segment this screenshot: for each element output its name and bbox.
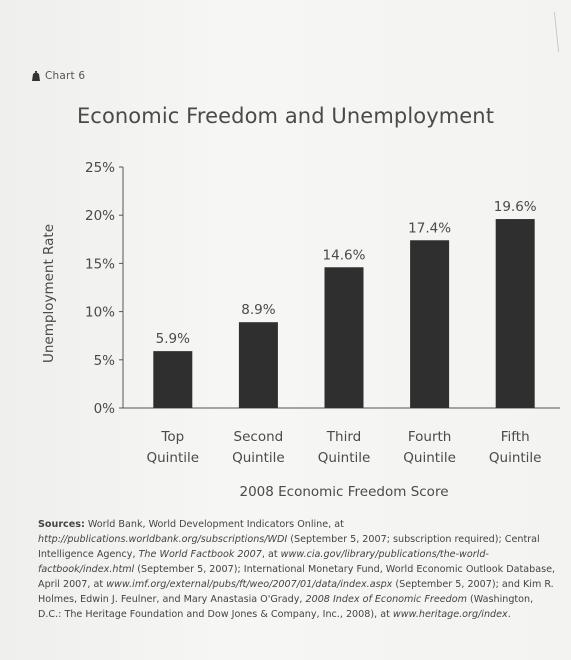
sources-text-6: (Washington, D.C.: The Heritage Foundati…	[38, 594, 534, 620]
labels: 5.9% Top Quintile 8.9% Second Quintile 14.6% Th…	[147, 199, 542, 466]
y-axis-label: Unemployment Rate	[41, 224, 57, 363]
x-axis-label: 2008 Economic Freedom Score	[239, 484, 448, 500]
sources-text-4: (September 5, 2007); International Monet…	[38, 564, 556, 590]
sources-text-2: (September 5, 2007; subscription require…	[38, 534, 540, 560]
chart-tag: Chart 6	[30, 70, 85, 82]
x-tick-label-5: Quintile	[489, 450, 542, 466]
bar-chart: 0% 5% 10% 15% 20% 25% Unemployment Rate 2008 Ec…	[41, 160, 560, 500]
data-label-2: 8.9%	[241, 302, 275, 318]
chart-tag-label: Chart 6	[45, 70, 86, 82]
bar-3	[324, 267, 364, 408]
sources-url-2[interactable]: www.cia.gov/library/publications/the-wor…	[38, 549, 489, 575]
x-tick-label-2: Quintile	[232, 450, 285, 466]
sources-label: Sources:	[38, 519, 85, 530]
axes: 0% 5% 10% 15% 20% 25% Unemployment Rate 2008 Ec…	[41, 160, 560, 500]
sources-url-3[interactable]: www.imf.org/external/pubs/ft/weo/2007/01…	[106, 579, 393, 590]
x-tick-label-5: Fifth	[501, 429, 530, 445]
sources-text-3: , at	[261, 549, 281, 560]
y-tick-label: 15%	[85, 256, 115, 272]
data-label-5: 19.6%	[494, 199, 537, 215]
sources-url-1[interactable]: http://publications.worldbank.org/subscr…	[38, 534, 288, 545]
y-tick-label: 0%	[94, 401, 116, 417]
x-tick-label-2: Second	[234, 429, 284, 445]
chart-title: Economic Freedom and Unemployment	[76, 104, 495, 128]
y-tick-label: 10%	[85, 305, 115, 321]
y-tick-label: 20%	[85, 208, 115, 224]
x-tick-label-4: Fourth	[408, 429, 452, 445]
x-tick-label-1: Quintile	[147, 450, 200, 466]
data-label-4: 17.4%	[408, 220, 451, 236]
x-tick-label-1: Top	[160, 429, 184, 445]
data-label-1: 5.9%	[156, 331, 190, 347]
liberty-bell-icon	[32, 70, 40, 81]
x-tick-label-3: Quintile	[318, 450, 371, 466]
sources-text-7: .	[507, 609, 511, 620]
bar-5	[495, 219, 535, 408]
x-tick-label-3: Third	[326, 429, 361, 445]
bars	[153, 219, 535, 408]
y-tick-label: 5%	[94, 353, 116, 369]
sources-title-1: The World Factbook 2007	[138, 549, 262, 560]
sources-note: Sources: World Bank, World Development I…	[38, 517, 558, 622]
sources-url-4[interactable]: www.heritage.org/index	[392, 609, 508, 620]
x-tick-label-4: Quintile	[403, 450, 456, 466]
data-label-3: 14.6%	[323, 247, 366, 263]
y-tick-label: 25%	[85, 160, 115, 176]
sources-title-2: 2008 Index of Economic Freedom	[305, 594, 467, 605]
sources-text-1: World Bank, World Development Indicators…	[84, 519, 344, 530]
bar-1	[153, 351, 193, 408]
bar-4	[410, 240, 450, 408]
bar-2	[238, 322, 278, 408]
sources-text-5: (September 5, 2007); and Kim R. Holmes, …	[38, 579, 554, 605]
